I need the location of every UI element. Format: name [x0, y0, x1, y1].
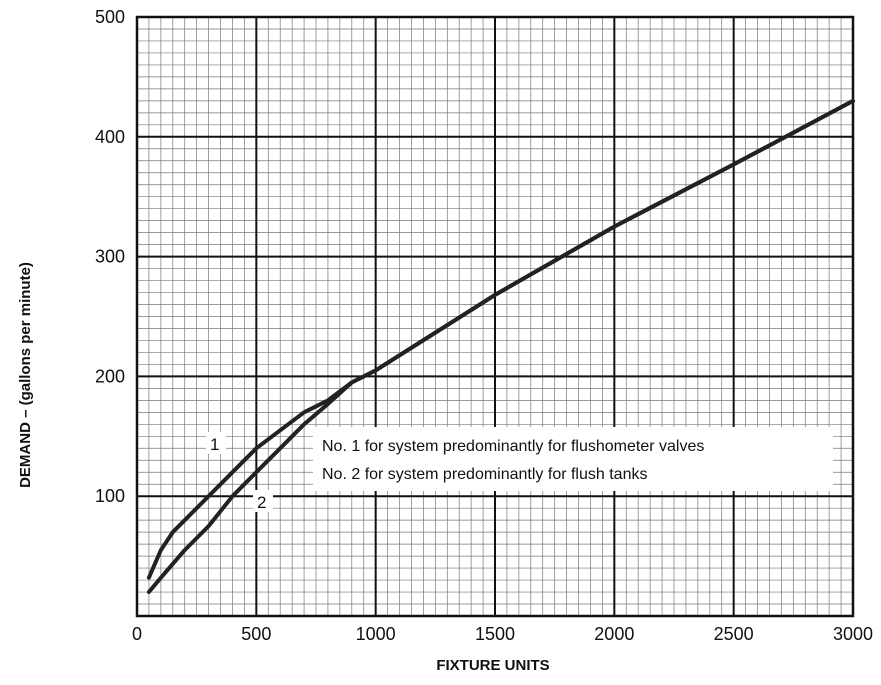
y-tick-label: 100	[95, 486, 125, 506]
y-axis-title: DEMAND – (gallons per minute)	[17, 262, 34, 488]
annotation-1: No. 1 for system predominantly for flush…	[322, 438, 704, 455]
annotation-box	[313, 427, 833, 491]
x-tick-label: 2500	[714, 624, 754, 644]
series-2-label: 2	[257, 493, 266, 512]
y-tick-label: 400	[95, 127, 125, 147]
x-tick-label: 1000	[356, 624, 396, 644]
y-tick-label: 300	[95, 247, 125, 267]
annotation-2: No. 2 for system predominantly for flush…	[322, 466, 647, 483]
y-axis-ticks: 100 200 300 400 500	[95, 7, 125, 506]
series-layer	[146, 98, 855, 594]
y-tick-label: 500	[95, 7, 125, 27]
x-axis-ticks: 0 500 1000 1500 2000 2500 3000	[132, 624, 873, 644]
x-tick-label: 1500	[475, 624, 515, 644]
plot-frame	[135, 15, 855, 618]
x-tick-label: 500	[241, 624, 271, 644]
x-tick-label: 2000	[594, 624, 634, 644]
y-tick-label: 200	[95, 366, 125, 386]
x-axis-title: FIXTURE UNITS	[436, 657, 549, 674]
x-tick-label: 0	[132, 624, 142, 644]
series-1-label-bg	[206, 432, 226, 454]
series-2-label-bg	[253, 490, 273, 512]
x-tick-label: 3000	[833, 624, 873, 644]
series-2-line	[146, 98, 855, 594]
series-1-label: 1	[210, 435, 219, 454]
